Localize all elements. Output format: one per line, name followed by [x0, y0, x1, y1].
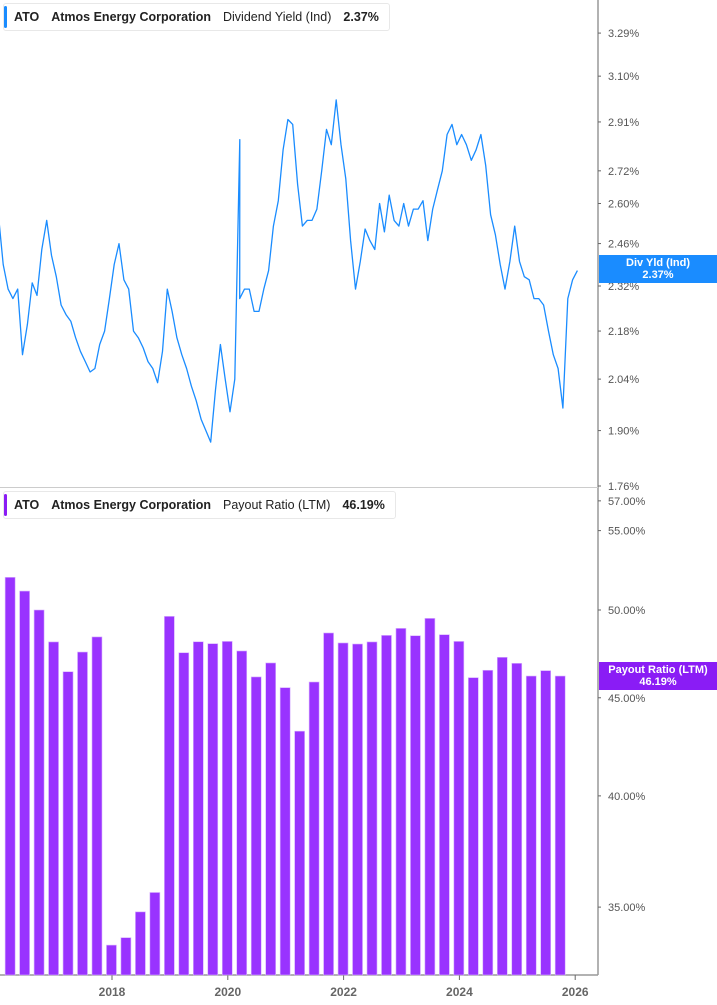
payout-bar — [236, 650, 248, 976]
x-tick-label: 2022 — [330, 985, 357, 999]
payout-bar — [19, 590, 30, 976]
y-tick-label: 1.90% — [608, 426, 639, 438]
payout-bar — [120, 937, 132, 976]
company-name: Atmos Energy Corporation — [51, 10, 211, 24]
ticker: ATO — [14, 498, 40, 512]
series-color-swatch — [4, 6, 7, 28]
company-name: Atmos Energy Corporation — [51, 498, 211, 512]
payout-bar — [323, 632, 334, 976]
y-tick-label: 40.00% — [608, 791, 646, 803]
tag-value: 46.19% — [639, 676, 677, 688]
y-tick-label: 1.76% — [608, 481, 639, 493]
metric-value: 46.19% — [342, 498, 385, 512]
y-tick-label: 2.32% — [608, 281, 639, 293]
y-tick-label: 45.00% — [608, 693, 646, 705]
metric-name: Dividend Yield (Ind) — [222, 10, 332, 24]
payout-bar — [540, 670, 552, 976]
payout-bar — [207, 643, 219, 976]
payout-bar — [149, 892, 161, 976]
y-tick-label: 2.18% — [608, 326, 639, 338]
yield-last-value-tag: Div Yld (Ind) 2.37% — [599, 255, 717, 283]
tag-label: Payout Ratio (LTM) — [608, 664, 708, 676]
y-tick-label: 35.00% — [608, 902, 646, 914]
payout-bar — [381, 635, 392, 976]
payout-bar — [410, 635, 421, 976]
payout-bar — [250, 676, 262, 976]
payout-bar — [91, 636, 103, 976]
ticker: ATO — [14, 10, 40, 24]
payout-bar — [164, 616, 175, 976]
y-tick-label: 57.00% — [608, 496, 646, 508]
payout-bar — [135, 911, 146, 976]
payout-bar — [193, 641, 204, 976]
payout-bar — [265, 662, 276, 976]
y-tick-label: 2.91% — [608, 117, 639, 129]
payout-bar — [366, 641, 378, 976]
payout-bar — [453, 641, 465, 976]
x-tick-label: 2024 — [446, 985, 473, 999]
x-tick-label: 2018 — [99, 985, 126, 999]
payout-legend-header: ATO Atmos Energy Corporation Payout Rati… — [3, 491, 396, 519]
payout-bar — [77, 651, 88, 976]
metric-value: 2.37% — [343, 10, 379, 24]
y-tick-label: 50.00% — [608, 605, 646, 617]
payout-bar — [33, 609, 45, 976]
payout-bar — [178, 652, 190, 976]
tag-value: 2.37% — [642, 269, 674, 281]
dividend-yield-line — [0, 99, 578, 443]
payout-bar — [279, 687, 291, 976]
series-color-swatch — [4, 494, 7, 516]
y-tick-label: 2.60% — [608, 198, 639, 210]
payout-bar — [106, 944, 117, 976]
metric-name: Payout Ratio (LTM) — [222, 498, 331, 512]
y-tick-label: 2.04% — [608, 374, 639, 386]
payout-bar — [496, 656, 508, 976]
payout-bar — [468, 677, 479, 976]
payout-bar — [4, 577, 16, 976]
y-tick-label: 2.46% — [608, 239, 639, 251]
payout-bar — [294, 730, 305, 976]
payout-bar — [308, 681, 320, 976]
payout-bar — [48, 641, 59, 976]
payout-bar — [62, 671, 74, 976]
x-tick-label: 2026 — [562, 985, 589, 999]
payout-bar — [439, 634, 450, 976]
payout-bar — [554, 675, 566, 976]
payout-bar — [482, 669, 494, 976]
tag-label: Div Yld (Ind) — [626, 257, 690, 269]
payout-bar — [511, 663, 523, 976]
y-tick-label: 3.10% — [608, 71, 639, 83]
y-tick-label: 3.29% — [608, 28, 639, 40]
payout-bar — [352, 643, 363, 976]
payout-bar — [395, 628, 407, 976]
yield-legend-header: ATO Atmos Energy Corporation Dividend Yi… — [3, 3, 390, 31]
y-tick-label: 2.72% — [608, 166, 639, 178]
payout-bar — [221, 641, 233, 976]
y-tick-label: 55.00% — [608, 526, 646, 538]
x-tick-label: 2020 — [214, 985, 241, 999]
payout-bar — [337, 642, 349, 976]
payout-bar — [525, 675, 537, 976]
payout-bar — [424, 618, 436, 976]
payout-last-value-tag: Payout Ratio (LTM) 46.19% — [599, 662, 717, 690]
